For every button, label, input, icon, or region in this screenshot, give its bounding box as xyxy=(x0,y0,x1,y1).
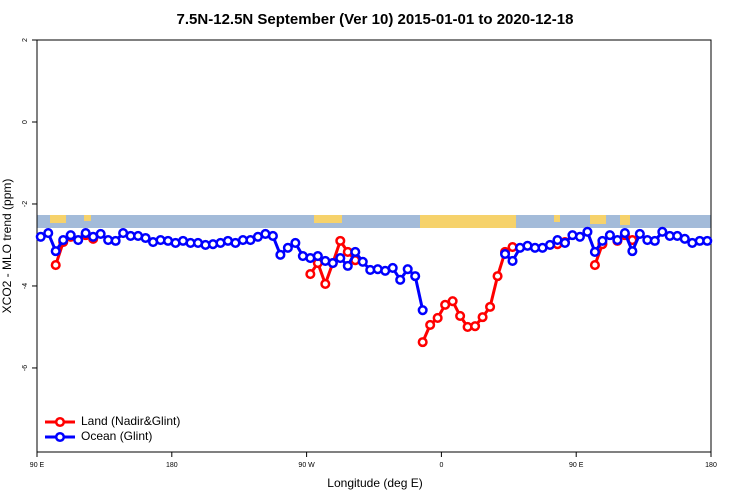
data-point xyxy=(312,250,323,262)
data-point xyxy=(290,237,301,248)
data-point xyxy=(612,235,623,246)
data-point xyxy=(320,278,331,289)
x-tick-label: 90 E xyxy=(569,462,584,469)
data-point xyxy=(387,262,398,273)
data-point xyxy=(275,249,286,260)
data-point xyxy=(282,242,293,253)
data-point xyxy=(574,231,585,242)
data-point xyxy=(447,296,458,307)
legend-label: Ocean (Glint) xyxy=(81,429,152,443)
legend-marker xyxy=(54,431,66,443)
y-tick-label: -2 xyxy=(22,201,29,207)
data-point xyxy=(589,260,600,271)
data-point xyxy=(395,274,406,285)
data-point xyxy=(417,305,428,316)
data-point xyxy=(50,246,61,257)
x-tick-label: 180 xyxy=(705,462,717,469)
data-point xyxy=(95,228,106,239)
data-point xyxy=(267,230,278,242)
data-point xyxy=(485,301,496,312)
y-tick-label: -4 xyxy=(22,283,29,289)
data-point xyxy=(110,235,121,246)
chart-title: 7.5N-12.5N September (Ver 10) 2015-01-01… xyxy=(177,11,574,28)
data-point xyxy=(702,235,713,246)
data-point xyxy=(470,321,481,332)
data-point xyxy=(335,253,346,264)
x-axis-label: Longitude (deg E) xyxy=(327,476,422,490)
data-point xyxy=(327,257,338,269)
x-tick-label: 0 xyxy=(439,462,443,469)
legend-label: Land (Nadir&Glint) xyxy=(81,414,180,428)
data-point xyxy=(559,237,571,248)
data-point xyxy=(58,235,69,246)
data-point xyxy=(649,235,660,246)
data-point xyxy=(619,228,630,239)
legend-marker xyxy=(54,416,66,428)
data-point xyxy=(305,269,316,280)
data-point xyxy=(634,228,645,239)
data-point xyxy=(35,231,46,242)
data-point xyxy=(589,246,600,257)
plot-frame xyxy=(36,39,712,453)
data-point xyxy=(50,260,61,271)
data-point xyxy=(440,299,451,310)
data-point xyxy=(342,260,353,271)
data-point xyxy=(582,226,593,237)
data-point xyxy=(73,235,84,246)
x-tick-label: 90 E xyxy=(30,462,45,469)
y-axis-label: XCO2 - MLO trend (ppm) xyxy=(0,179,14,314)
data-point xyxy=(335,235,346,246)
data-point xyxy=(402,264,413,275)
land-sea-strip xyxy=(37,215,711,228)
data-point xyxy=(417,337,428,348)
data-point xyxy=(500,248,511,260)
data-point xyxy=(140,232,151,244)
data-point xyxy=(455,310,466,321)
data-point xyxy=(679,233,690,244)
data-point xyxy=(410,271,421,282)
data-point xyxy=(627,246,638,257)
data-point xyxy=(597,235,608,246)
data-point xyxy=(350,246,361,257)
data-point xyxy=(65,230,76,241)
x-tick-label: 90 W xyxy=(298,462,315,469)
x-tick-label: 180 xyxy=(166,462,178,469)
data-point xyxy=(492,271,503,282)
y-tick-label: -6 xyxy=(22,365,29,371)
data-point xyxy=(43,228,54,239)
data-point xyxy=(604,230,615,241)
data-point xyxy=(425,319,436,330)
data-point xyxy=(657,226,668,237)
y-tick-label: 2 xyxy=(22,38,29,42)
data-point xyxy=(80,228,91,239)
data-point xyxy=(357,256,368,267)
y-tick-label: 0 xyxy=(22,120,29,124)
data-point xyxy=(477,312,488,323)
data-point xyxy=(544,239,556,251)
data-point xyxy=(432,312,443,323)
data-point xyxy=(507,255,518,267)
